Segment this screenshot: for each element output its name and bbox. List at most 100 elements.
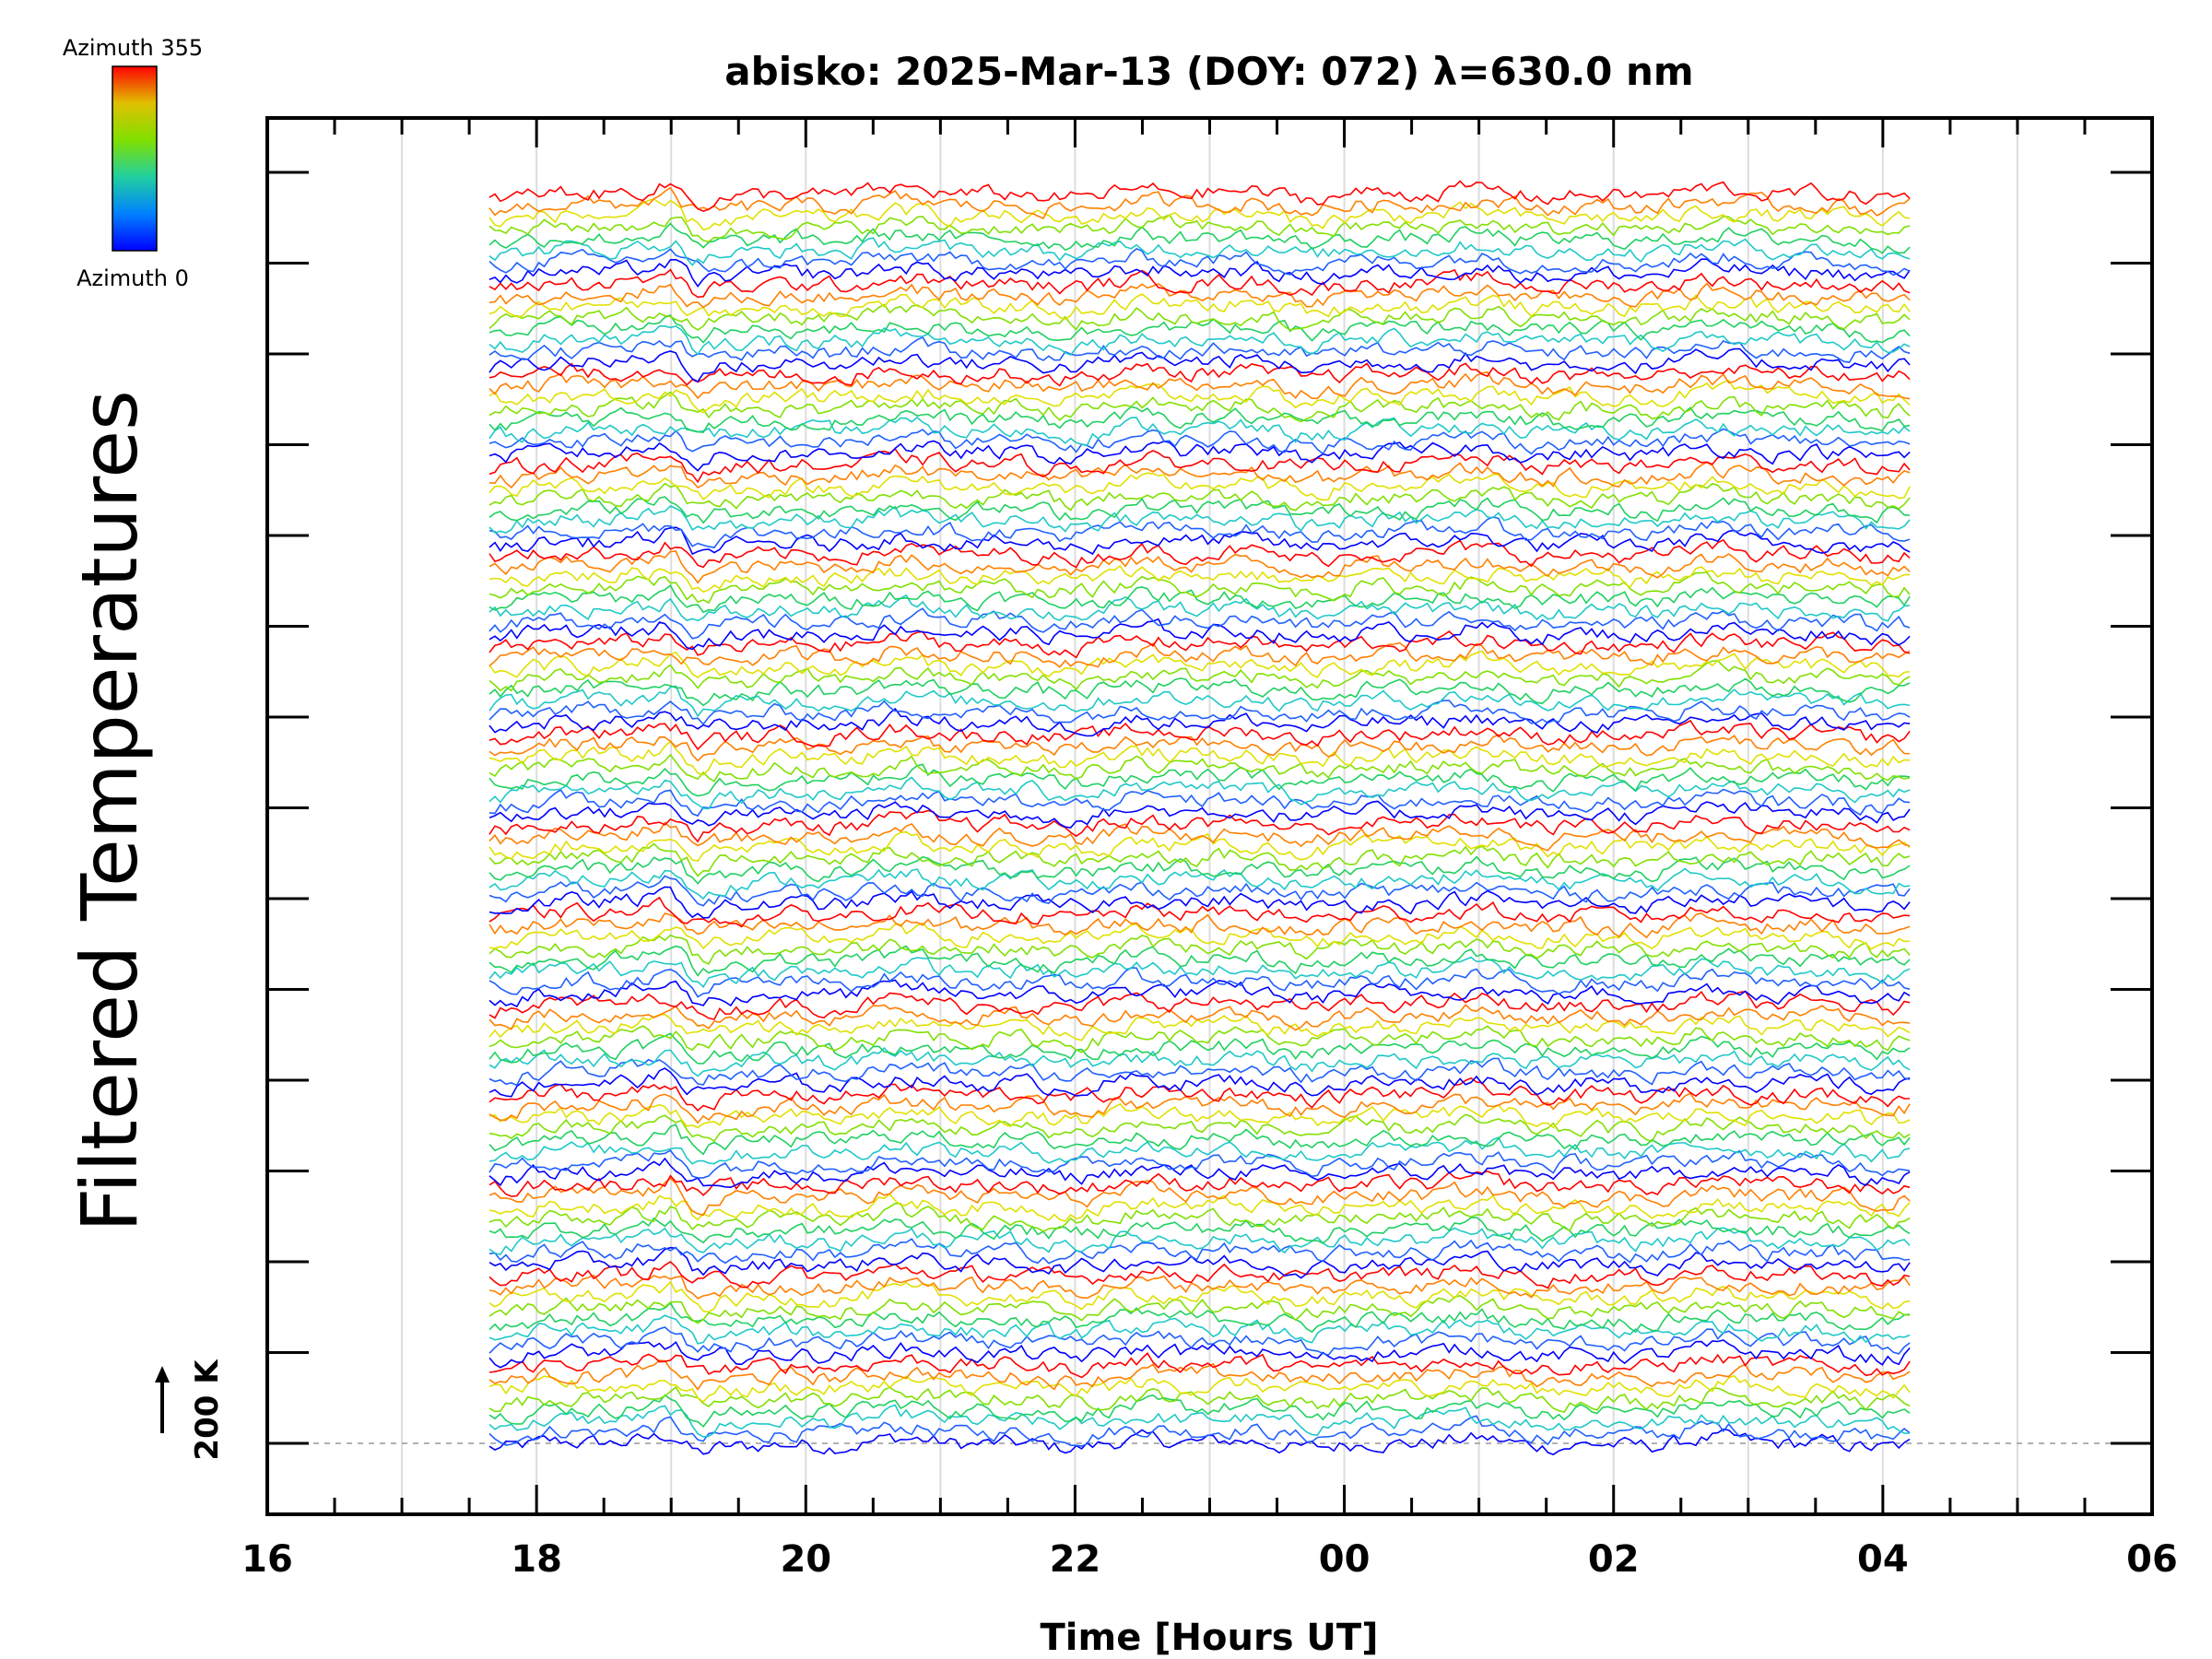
trace-line <box>488 821 1911 852</box>
x-tick-label: 00 <box>1319 1538 1371 1581</box>
trace-line <box>488 990 1911 1020</box>
trace-line <box>488 1057 1911 1087</box>
x-axis-label: Time [Hours UT] <box>1041 1617 1379 1659</box>
trace-line <box>488 922 1911 950</box>
trace-line <box>488 186 1911 220</box>
trace-line <box>488 1374 1911 1404</box>
trace-line <box>488 472 1911 501</box>
trace-line <box>488 594 1911 622</box>
trace-line <box>488 583 1911 614</box>
trace-line <box>488 707 1911 737</box>
trace-line <box>488 979 1911 1008</box>
trace-line <box>488 934 1911 965</box>
x-tick-labels: 16 18 20 22 00 02 04 06 <box>241 1538 2178 1581</box>
trace-line <box>488 1004 1911 1031</box>
trace-line <box>488 406 1911 433</box>
trace-line <box>488 875 1911 907</box>
x-tick-label: 18 <box>511 1538 562 1581</box>
trace-line <box>488 505 1911 534</box>
trace-line <box>488 1326 1911 1357</box>
colorbar <box>112 65 158 252</box>
trace-line <box>488 945 1911 977</box>
trace-line <box>488 1046 1911 1077</box>
trace-line <box>488 1157 1911 1189</box>
trace-line <box>488 896 1911 928</box>
trace-line <box>488 719 1911 751</box>
trace-line <box>488 293 1911 321</box>
trace-line <box>488 180 1911 212</box>
trace-line <box>488 571 1911 605</box>
trace-line <box>488 1149 1911 1179</box>
trace-line <box>488 1394 1911 1428</box>
trace-line <box>488 335 1911 363</box>
trace-line <box>488 461 1911 489</box>
scale-bar-label: 200 K <box>189 1359 226 1461</box>
trace-line <box>488 1227 1911 1256</box>
trace-line <box>488 1177 1911 1217</box>
trace-line <box>488 855 1911 885</box>
trace-line <box>488 1274 1911 1300</box>
colorbar-bottom-label: Azimuth 0 <box>76 265 189 291</box>
axis-ticks <box>265 118 2154 1514</box>
x-tick-label: 04 <box>1857 1538 1909 1581</box>
trace-line <box>488 753 1911 782</box>
x-tick-label: 22 <box>1050 1538 1101 1581</box>
trace-line <box>488 967 1911 998</box>
trace-line <box>488 842 1911 877</box>
trace-line <box>488 526 1911 556</box>
trace-line <box>488 550 1911 584</box>
trace-line <box>488 428 1911 455</box>
trace-line <box>488 1404 1911 1438</box>
trace-line <box>488 685 1911 718</box>
trace-line <box>488 371 1911 400</box>
trace-line <box>488 1025 1911 1053</box>
trace-line <box>488 448 1911 484</box>
trace-line <box>488 258 1911 288</box>
trace-line <box>488 1314 1911 1345</box>
trace-line <box>488 733 1911 762</box>
trace-line <box>488 830 1911 862</box>
trace-line <box>488 516 1911 548</box>
trace-line <box>488 1013 1911 1041</box>
trace-line <box>488 247 1911 276</box>
trace-line <box>488 800 1911 829</box>
trace-line <box>488 416 1911 446</box>
trace-line <box>488 440 1911 472</box>
trace-line <box>488 1415 1911 1447</box>
trace-line <box>488 303 1911 332</box>
trace-line <box>488 629 1911 659</box>
colorbar-top-label: Azimuth 355 <box>63 35 203 61</box>
trace-line <box>488 496 1911 524</box>
trace-line <box>488 222 1911 254</box>
trace-line <box>488 1124 1911 1156</box>
trace-line <box>488 237 1911 266</box>
trace-line <box>488 1136 1911 1165</box>
trace-line <box>488 788 1911 818</box>
trace-line <box>488 347 1911 383</box>
trace-line <box>488 776 1911 810</box>
trace-line <box>488 1295 1911 1324</box>
x-tick-label: 06 <box>2126 1538 2178 1581</box>
trace-line <box>488 641 1911 668</box>
trace-line <box>488 325 1911 357</box>
trace-line <box>488 886 1911 919</box>
trace-line <box>488 314 1911 344</box>
scale-bar: 200 K <box>155 1359 226 1461</box>
trace-line <box>488 1202 1911 1233</box>
trace-line <box>488 1260 1911 1289</box>
trace-line <box>488 1428 1911 1456</box>
trace-line <box>488 677 1911 707</box>
trace-line <box>488 538 1911 569</box>
trace-line <box>488 1238 1911 1265</box>
trace-line <box>488 214 1911 243</box>
x-tick-label: 16 <box>241 1538 293 1581</box>
trace-line <box>488 956 1911 989</box>
trace-line <box>488 1170 1911 1197</box>
trace-line <box>488 1246 1911 1279</box>
trace-line <box>488 763 1911 797</box>
trace-line <box>488 1067 1911 1098</box>
traces <box>488 180 1911 1456</box>
trace-line <box>488 391 1911 423</box>
trace-line <box>488 362 1911 387</box>
trace-line <box>488 1352 1911 1379</box>
